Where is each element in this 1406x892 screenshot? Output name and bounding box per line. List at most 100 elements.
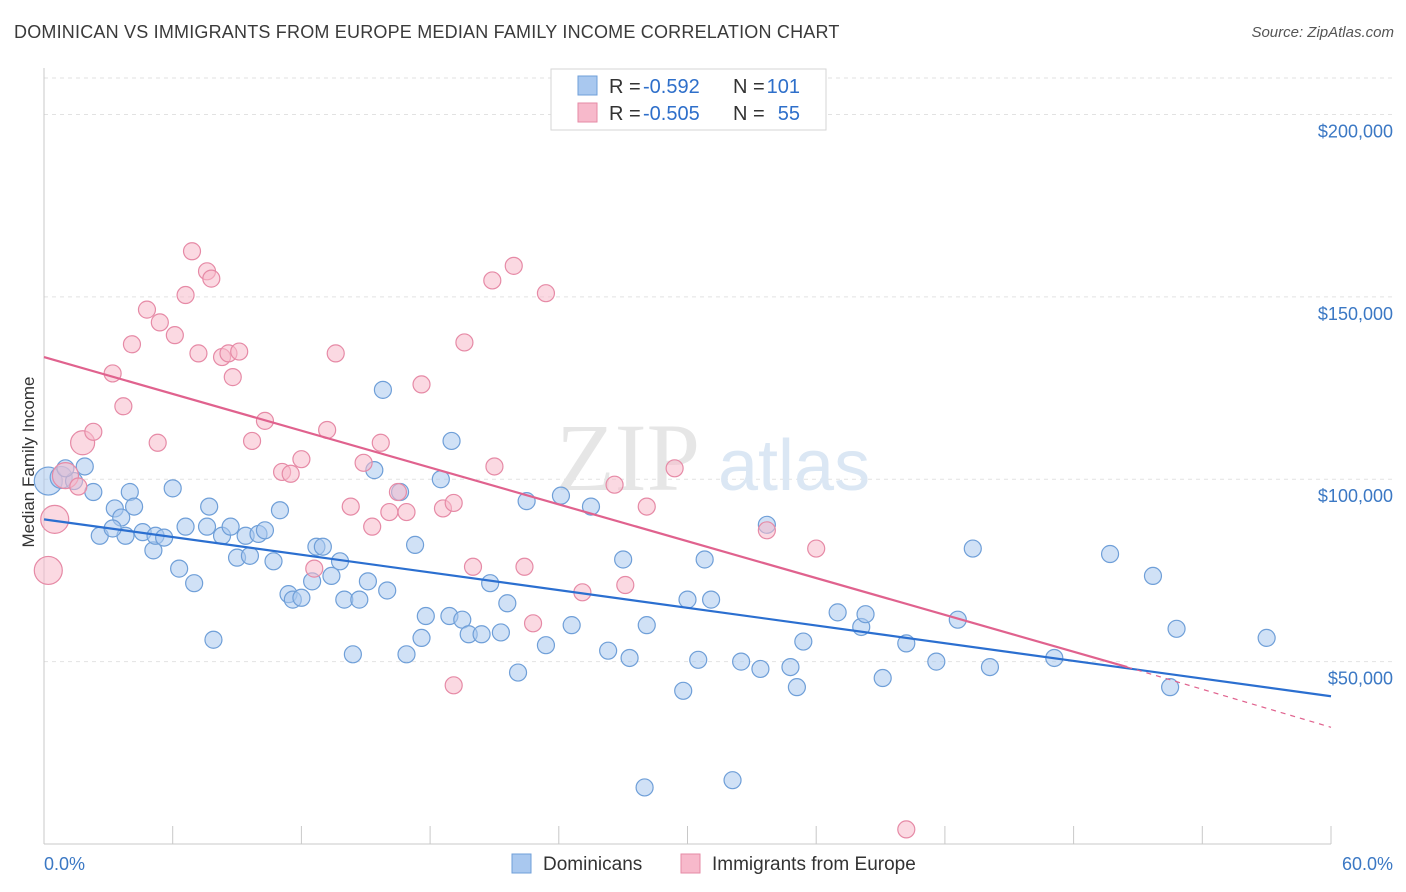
legend-r-label-0: R = [609, 76, 641, 98]
point-s0-90 [963, 539, 982, 558]
point-s1-33 [371, 433, 390, 452]
point-s0-81 [794, 632, 813, 651]
point-s0-56 [472, 625, 491, 644]
point-s1-37 [412, 375, 431, 394]
chart-title: DOMINICAN VS IMMIGRANTS FROM EUROPE MEDI… [14, 22, 840, 42]
watermark-zip: ZIP [556, 404, 700, 511]
point-s0-47 [397, 645, 416, 664]
point-s0-72 [678, 590, 697, 609]
y-tick-label-1: $100,000 [1318, 486, 1393, 506]
bottom-legend-swatch-1 [680, 853, 701, 874]
point-s0-37 [322, 566, 341, 586]
point-s0-69 [637, 616, 656, 635]
point-s1-54 [757, 521, 776, 540]
y-axis-title: Median Family Income [19, 376, 38, 547]
bottom-legend-label-0: Dominicans [543, 854, 642, 875]
point-s1-52 [637, 497, 656, 516]
trend-line-1 [43, 355, 1128, 669]
point-s1-55 [807, 539, 826, 558]
point-s0-59 [498, 594, 517, 613]
point-s1-35 [388, 482, 408, 502]
point-s0-91 [980, 657, 1000, 677]
point-s0-88 [927, 652, 946, 671]
point-s0-19 [197, 517, 217, 536]
point-s1-21 [230, 342, 249, 361]
y-tick-labels: $50,000 $100,000 $150,000 $200,000 [1318, 121, 1393, 688]
point-s1-7 [114, 397, 133, 416]
data-points [33, 242, 1276, 839]
point-s1-26 [292, 450, 311, 469]
point-s0-57 [481, 574, 500, 593]
watermark: ZIP atlas [556, 404, 870, 511]
point-s0-67 [614, 550, 633, 569]
point-s0-41 [350, 590, 369, 609]
point-s0-17 [176, 517, 195, 536]
point-s0-74 [695, 550, 714, 569]
legend-r-label-1: R = [609, 103, 641, 125]
point-s0-73 [689, 650, 708, 669]
point-s1-3 [69, 477, 88, 496]
point-s0-60 [508, 663, 528, 682]
point-s0-53 [442, 431, 461, 451]
point-s1-30 [341, 497, 360, 516]
point-s1-27 [305, 559, 324, 578]
point-s0-45 [378, 581, 397, 600]
point-s1-43 [483, 271, 502, 290]
point-s1-29 [326, 344, 345, 363]
point-s0-64 [562, 616, 581, 635]
point-s0-63 [551, 486, 571, 505]
legend-box: R = -0.592 N = 101 R = -0.505 N = 55 [550, 68, 827, 131]
point-s0-40 [343, 645, 362, 664]
y-tick-label-0: $50,000 [1328, 669, 1393, 689]
point-s1-56 [897, 820, 916, 839]
point-s0-26 [240, 546, 260, 565]
legend-r-value-1: -0.505 [643, 103, 700, 125]
point-s1-44 [485, 457, 504, 476]
grid-lines [44, 77, 1396, 663]
point-s1-15 [189, 344, 208, 363]
bottom-legend-label-1: Immigrants from Europe [712, 854, 916, 875]
point-s1-22 [242, 431, 262, 451]
point-s1-13 [176, 285, 195, 305]
point-s1-11 [148, 433, 167, 452]
legend-n-label-1: N = [733, 103, 765, 125]
point-s1-42 [463, 557, 483, 576]
point-s0-85 [873, 668, 892, 688]
point-s1-39 [444, 493, 463, 513]
point-s0-76 [732, 652, 751, 671]
point-s0-15 [163, 479, 182, 498]
point-s0-79 [781, 657, 800, 677]
point-s0-30 [270, 501, 290, 520]
point-s0-58 [491, 623, 510, 642]
point-s0-66 [599, 641, 618, 660]
point-s0-21 [204, 630, 223, 649]
point-s1-50 [605, 475, 624, 494]
point-s1-41 [455, 333, 474, 352]
trend-line-0 [43, 518, 1332, 698]
axes [43, 68, 1332, 845]
point-s0-36 [313, 537, 332, 556]
point-s0-50 [416, 606, 435, 626]
point-s1-40 [444, 676, 463, 695]
point-s1-36 [397, 502, 416, 522]
watermark-atlas: atlas [718, 426, 870, 506]
point-s0-71 [674, 681, 693, 700]
trend-lines [43, 355, 1332, 728]
point-s1-53 [665, 459, 684, 478]
point-s1-32 [363, 517, 382, 536]
point-s1-31 [354, 453, 373, 472]
point-s1-48 [536, 284, 556, 303]
point-s0-93 [1100, 544, 1120, 564]
point-s0-87 [723, 771, 742, 790]
point-s1-46 [515, 557, 534, 576]
point-s1-5 [84, 422, 103, 441]
point-s0-68 [620, 648, 639, 668]
point-s0-28 [255, 521, 275, 540]
point-s0-48 [405, 535, 425, 554]
point-s0-94 [1143, 566, 1163, 586]
point-s0-96 [1167, 619, 1186, 638]
legend-n-label-0: N = [733, 76, 765, 98]
y-tick-label-3: $200,000 [1318, 121, 1393, 141]
point-s0-33 [292, 588, 311, 607]
